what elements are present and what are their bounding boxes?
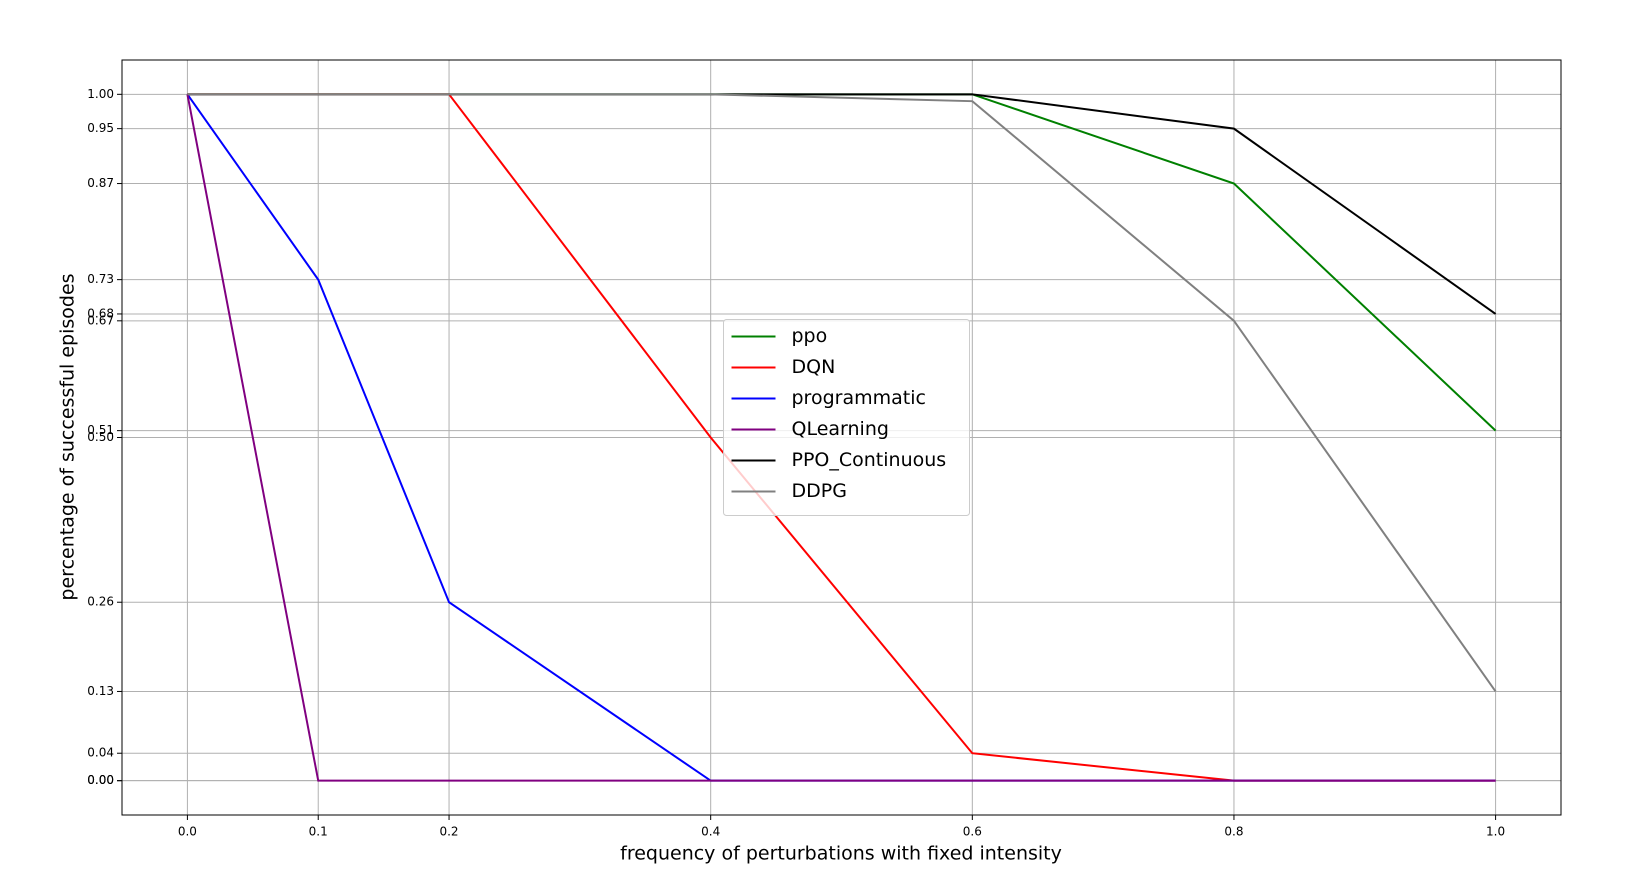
x-tick-label: 1.0	[1486, 825, 1505, 839]
y-tick-label: 0.00	[87, 773, 114, 787]
y-tick-label: 0.67	[87, 313, 114, 327]
legend: ppo DQN programmatic QLearning PPO_Continuou…	[723, 319, 970, 516]
y-axis-label: percentage of successful episodes	[57, 273, 79, 600]
legend-label: DDPG	[792, 480, 847, 502]
x-tick-label: 0.0	[178, 825, 197, 839]
y-tick-label: 0.13	[87, 684, 114, 698]
y-tick-label: 0.73	[87, 272, 114, 286]
legend-box	[723, 319, 970, 516]
y-tick-label: 0.68	[87, 306, 114, 320]
y-tick-label: 0.95	[87, 121, 114, 135]
series-line	[187, 93, 1497, 693]
x-tick-label: 0.2	[439, 825, 458, 839]
legend-label: ppo	[792, 325, 828, 347]
y-tick-label: 0.50	[87, 430, 114, 444]
y-tick-label: 0.51	[87, 423, 114, 437]
plot-frame	[121, 59, 1562, 816]
x-axis-label: frequency of perturbations with fixed in…	[620, 843, 1062, 865]
x-tick-label: 0.6	[963, 825, 982, 839]
y-tick-label: 0.00	[87, 773, 114, 787]
x-tick-label: 0.8	[1224, 825, 1243, 839]
y-tick-label: 0.04	[87, 746, 114, 760]
y-tick-label: 0.26	[87, 595, 114, 609]
y-tick-label: 1.00	[87, 87, 114, 101]
y-tick-label: 0.87	[87, 176, 114, 190]
legend-label: PPO_Continuous	[792, 449, 947, 471]
legend-label: DQN	[792, 356, 836, 378]
series-line	[186, 94, 1496, 782]
x-tick-label: 0.4	[701, 825, 720, 839]
x-tick-label: 0.1	[309, 825, 328, 839]
series-line	[187, 93, 1497, 315]
legend-label: QLearning	[792, 418, 889, 440]
legend-label: programmatic	[792, 387, 926, 409]
